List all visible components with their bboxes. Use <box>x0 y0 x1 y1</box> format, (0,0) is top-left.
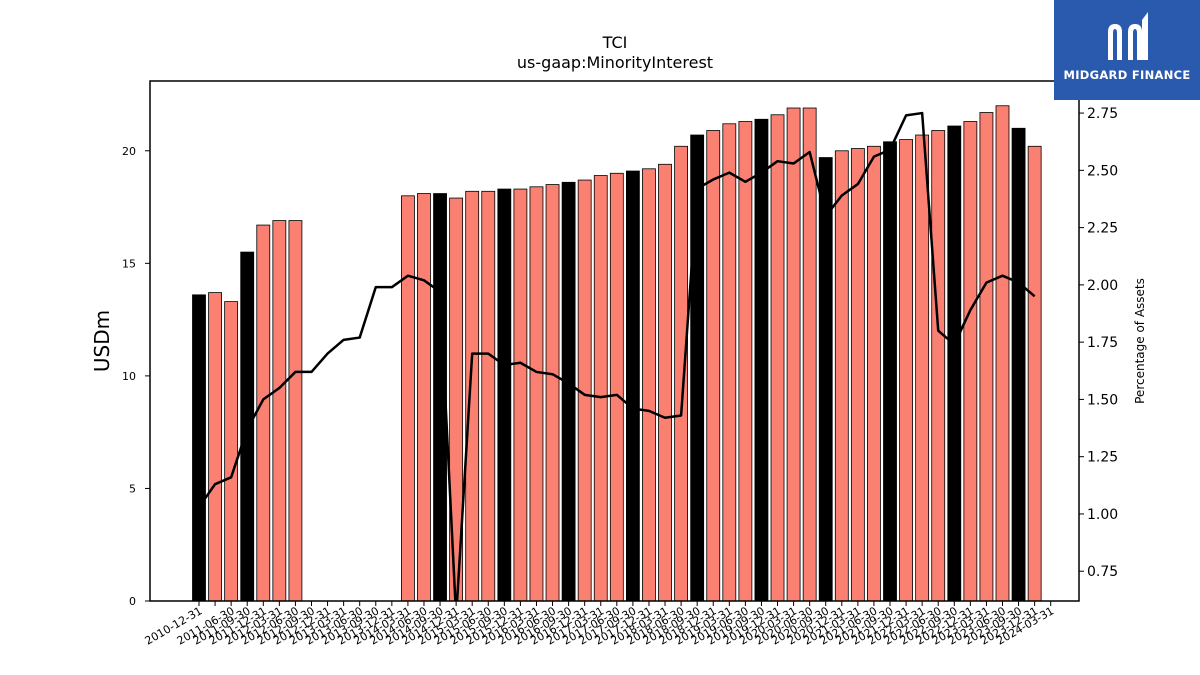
bar-2019-09-30 <box>754 118 769 602</box>
y2-tick-label: 2.75 <box>1087 106 1118 122</box>
y-tick-label: 5 <box>129 482 136 495</box>
y-tick-label: 20 <box>122 145 136 158</box>
bar-2022-06-30 <box>931 130 946 602</box>
bar-2015-06-30 <box>481 190 496 602</box>
y2-tick-label: 2.00 <box>1087 278 1118 294</box>
bar-2018-06-30 <box>674 145 688 602</box>
brand-logo: MIDGARD FINANCE <box>1054 0 1200 100</box>
bar-2018-03-31 <box>658 163 672 602</box>
bar-2021-09-30 <box>883 141 897 602</box>
bar-2016-06-30 <box>545 184 560 602</box>
y2-tick-label: 2.25 <box>1087 221 1118 237</box>
bar-2011-06-30 <box>224 301 239 602</box>
bar-2020-12-31 <box>834 150 849 602</box>
y-tick-label: 15 <box>122 257 136 270</box>
bar-2022-12-31 <box>963 121 978 602</box>
bar-2019-03-31 <box>722 123 737 602</box>
bar-2022-09-30 <box>947 125 962 602</box>
bar-2017-06-30 <box>609 172 624 602</box>
bar-2017-03-31 <box>593 175 608 602</box>
bar-2014-03-31 <box>401 195 415 602</box>
y2-tick-label: 1.25 <box>1087 450 1118 466</box>
bar-2011-09-30 <box>240 251 255 602</box>
bar-2023-09-30 <box>1011 127 1026 602</box>
bar-2017-09-30 <box>625 170 640 602</box>
y-axis-label: USDm <box>90 310 114 372</box>
plot-frame <box>149 80 1080 602</box>
bar-2012-03-31 <box>272 220 287 602</box>
y-tick-label: 10 <box>122 370 136 383</box>
bar-2017-12-31 <box>642 168 656 602</box>
y2-tick-label: 2.50 <box>1087 163 1118 179</box>
bar-2015-09-30 <box>497 188 512 602</box>
chart-title: TCI <box>602 33 628 52</box>
bar-2021-12-31 <box>899 139 913 602</box>
y2-tick-label: 0.75 <box>1087 564 1118 580</box>
bar-2020-03-31 <box>786 107 801 602</box>
bar-2015-12-31 <box>513 188 528 602</box>
bar-2019-06-30 <box>738 121 753 602</box>
chart-subtitle: us-gaap:MinorityInterest <box>517 53 713 72</box>
bar-2019-12-31 <box>770 114 785 602</box>
bar-2010-12-31 <box>192 294 206 602</box>
bar-2016-03-31 <box>529 186 544 602</box>
bar-2018-12-31 <box>706 130 721 602</box>
bar-2014-06-30 <box>417 193 431 602</box>
y2-tick-label: 1.50 <box>1087 392 1118 408</box>
bar-2012-06-30 <box>288 220 303 602</box>
bar-2011-12-31 <box>256 224 271 602</box>
bar-2016-09-30 <box>561 181 576 602</box>
y-tick-label: 0 <box>129 595 136 608</box>
bar-2023-03-31 <box>979 112 994 602</box>
bar-2015-03-31 <box>465 190 480 602</box>
brand-mark-icon <box>1108 12 1148 60</box>
bar-2021-03-31 <box>850 148 865 602</box>
bar-2023-06-30 <box>995 105 1010 602</box>
bar-2021-06-30 <box>867 145 881 602</box>
y2-axis-label: Percentage of Assets <box>1133 278 1147 404</box>
y2-tick-label: 1.75 <box>1087 335 1118 351</box>
bar-2020-09-30 <box>818 157 833 602</box>
brand-name: MIDGARD FINANCE <box>1063 68 1191 82</box>
bar-2011-03-31 <box>208 292 222 602</box>
bar-2020-06-30 <box>802 107 817 602</box>
bar-2023-12-31 <box>1027 145 1042 602</box>
y2-tick-label: 1.00 <box>1087 507 1118 523</box>
percentage-line <box>197 111 1036 601</box>
bar-2022-03-31 <box>915 134 930 602</box>
